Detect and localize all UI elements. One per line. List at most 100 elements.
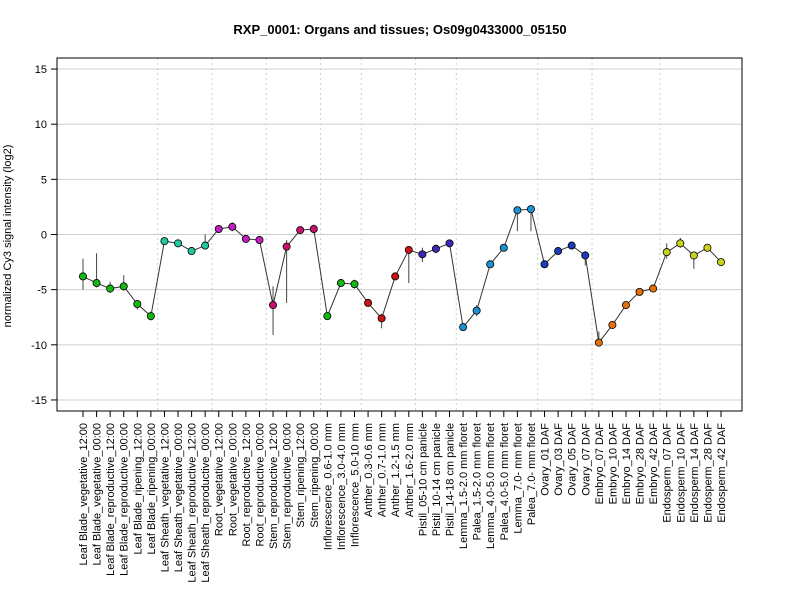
y-tick-label: 5 xyxy=(41,174,47,186)
series xyxy=(79,205,726,347)
data-point xyxy=(296,226,305,235)
data-point xyxy=(594,338,603,347)
data-point xyxy=(635,287,644,296)
data-point xyxy=(228,222,237,231)
x-tick-label: Leaf Blade_ripening_00:00 xyxy=(146,423,158,555)
data-point xyxy=(689,251,698,260)
x-tick-label: Stem_reproductive_00:00 xyxy=(282,423,294,549)
x-tick-label: Endosperm_07 DAF xyxy=(662,423,674,523)
y-axis-label: normalized Cy3 signal intensity (log2) xyxy=(2,145,14,328)
data-point xyxy=(621,301,630,310)
data-point xyxy=(160,237,169,246)
data-point xyxy=(608,320,617,329)
data-point xyxy=(418,250,427,259)
data-point xyxy=(309,224,318,233)
data-point xyxy=(133,299,142,308)
x-tick-label: Root_vegetative_00:00 xyxy=(227,423,239,536)
x-tick-label: Endosperm_14 DAF xyxy=(689,423,701,523)
x-tick-label: Lemma_7.0- mm floret xyxy=(512,423,524,534)
data-point xyxy=(336,279,345,288)
data-point xyxy=(106,284,115,293)
x-tick-label: Palea_7.0- mm floret xyxy=(526,423,538,525)
data-point xyxy=(649,284,658,293)
data-point xyxy=(364,298,373,307)
data-point xyxy=(214,224,223,233)
x-tick-label: Embryo_28 DAF xyxy=(635,423,647,505)
data-point xyxy=(255,236,264,245)
y-tick-label: 15 xyxy=(35,64,47,76)
x-tick-label: Embryo_07 DAF xyxy=(594,423,606,505)
x-tick-label: Anther_1.6-2.0 mm xyxy=(404,423,416,517)
data-point xyxy=(581,251,590,260)
x-tick-label: Stem_ripening_12:00 xyxy=(295,423,307,528)
grid-layer xyxy=(57,58,742,411)
y-tick-label: -5 xyxy=(37,285,47,297)
data-point xyxy=(404,245,413,254)
x-axis: Leaf Blade_vegetative_12:00 Leaf Blade_ve… xyxy=(78,411,728,583)
x-tick-label: Root_reproductive_12:00 xyxy=(241,423,253,547)
x-tick-label: Embryo_42 DAF xyxy=(648,423,660,505)
y-tick-label: -15 xyxy=(31,395,47,407)
x-tick-label: Inflorescence_5.0-10 mm xyxy=(349,423,361,547)
y-axis: -15 -10 -5 0 5 10 15 xyxy=(31,64,57,407)
x-tick-label: Palea_4.0-5.0 mm floret xyxy=(499,423,511,540)
data-point xyxy=(567,241,576,250)
data-point xyxy=(486,260,495,269)
x-tick-label: Stem_ripening_00:00 xyxy=(309,423,321,528)
x-tick-label: Leaf Blade_reproductive_12:00 xyxy=(105,423,117,576)
x-tick-label: Ovary_07 DAF xyxy=(580,423,592,496)
data-point xyxy=(513,206,522,215)
data-point xyxy=(431,244,440,253)
x-tick-label: Embryo_10 DAF xyxy=(607,423,619,505)
x-tick-label: Anther_0.7-1.0 mm xyxy=(377,423,389,517)
x-tick-label: Root_vegetative_12:00 xyxy=(214,423,226,536)
data-point xyxy=(717,258,726,267)
data-point xyxy=(187,247,196,256)
x-tick-label: Leaf Sheath_reproductive_12:00 xyxy=(187,423,199,583)
data-point xyxy=(499,243,508,252)
data-point xyxy=(119,282,128,291)
x-tick-label: Anther_0.3-0.6 mm xyxy=(363,423,375,517)
data-point xyxy=(391,272,400,281)
y-tick-label: -10 xyxy=(31,340,47,352)
data-point xyxy=(445,239,454,248)
x-tick-label: Leaf Blade_ripening_12:00 xyxy=(132,423,144,555)
x-tick-label: Endosperm_42 DAF xyxy=(716,423,728,523)
data-point xyxy=(676,239,685,248)
data-point xyxy=(703,243,712,252)
x-tick-label: Embryo_14 DAF xyxy=(621,423,633,505)
data-point xyxy=(241,234,250,243)
data-point xyxy=(92,279,101,288)
x-tick-label: Ovary_03 DAF xyxy=(553,423,565,496)
x-tick-label: Ovary_01 DAF xyxy=(540,423,552,496)
x-tick-label: Pistil_05-10 cm panicle xyxy=(417,423,429,536)
series-line xyxy=(82,208,722,344)
x-tick-label: Endosperm_28 DAF xyxy=(702,423,714,523)
x-tick-label: Palea_1.5-2.0 mm floret xyxy=(472,423,484,540)
x-tick-label: Pistil_14-18 cm panicle xyxy=(445,423,457,536)
x-tick-label: Inflorescence_0.6-1.0 mm xyxy=(322,423,334,550)
y-tick-label: 0 xyxy=(41,230,47,242)
data-point xyxy=(459,323,468,332)
data-point xyxy=(662,248,671,257)
x-tick-label: Leaf Sheath_reproductive_00:00 xyxy=(200,423,212,583)
y-tick-label: 10 xyxy=(35,119,47,131)
data-point xyxy=(554,247,563,256)
data-point xyxy=(323,312,332,321)
data-point xyxy=(350,280,359,289)
x-tick-label: Leaf Blade_reproductive_00:00 xyxy=(119,423,131,576)
data-point xyxy=(472,306,481,315)
x-tick-label: Lemma_4.0-5.0 mm floret xyxy=(485,423,497,549)
data-point xyxy=(146,312,155,321)
x-tick-label: Leaf Sheath_vegetative_12:00 xyxy=(159,423,171,572)
x-tick-label: Root_reproductive_00:00 xyxy=(254,423,266,547)
data-point xyxy=(526,205,535,214)
x-tick-label: Stem_reproductive_12:00 xyxy=(268,423,280,549)
x-tick-label: Lemma_1.5-2.0 mm floret xyxy=(458,423,470,549)
x-tick-label: Leaf Blade_vegetative_12:00 xyxy=(78,423,90,566)
x-tick-label: Anther_1.2-1.5 mm xyxy=(390,423,402,517)
x-tick-label: Endosperm_10 DAF xyxy=(675,423,687,523)
data-point xyxy=(201,241,210,250)
plot-frame xyxy=(56,57,743,412)
